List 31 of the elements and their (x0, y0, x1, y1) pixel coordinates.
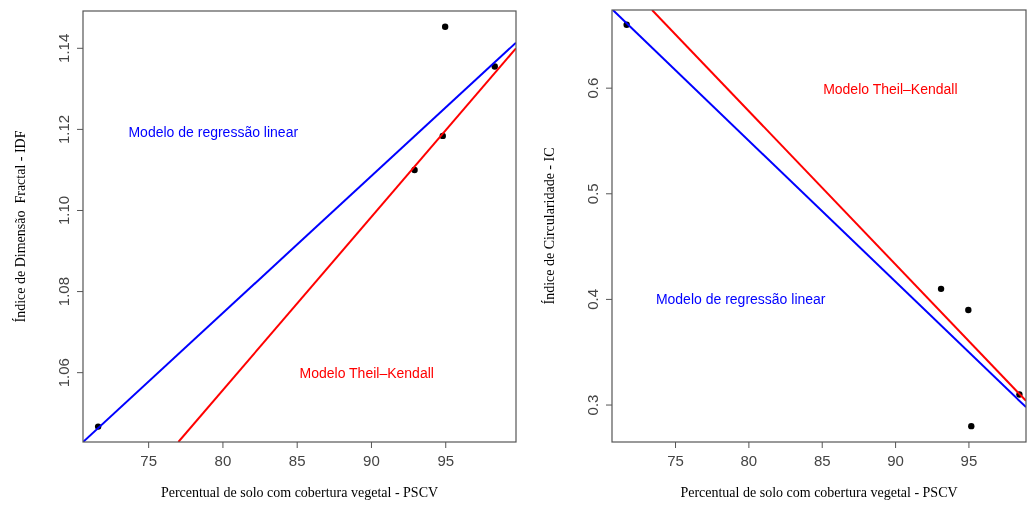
point (968, 422, 975, 430)
text: Modelo Theil–Kendall (299, 364, 434, 381)
y-tick-label: 0.4 (584, 288, 601, 310)
y-axis-title: Índice de Dimensão Fractal - IDF (12, 130, 28, 323)
point (965, 306, 972, 314)
point (441, 23, 449, 31)
x-tick-label: 75 (667, 452, 684, 469)
y-tick-label: 1.14 (55, 33, 72, 63)
x-tick-label: 95 (960, 452, 978, 469)
y-tick-label: 0.5 (584, 183, 601, 205)
x-tick-label: 85 (288, 452, 306, 469)
point (937, 285, 945, 293)
x-tick-label: 80 (740, 452, 758, 469)
x-axis-title: Percentual de solo com cobertura vegetal - PSCV (680, 485, 958, 500)
y-tick-label: 1.08 (55, 276, 72, 307)
x-tick-label: 95 (437, 452, 455, 469)
x-tick-label: 80 (214, 452, 232, 469)
y-tick-label: 0.3 (584, 394, 601, 416)
text: Modelo de regressão linear (655, 291, 826, 308)
y-axis-title: Índice de Circularidade - IC (541, 147, 557, 305)
text: Modelo de regressão linear (128, 123, 299, 140)
y-tick-label: 1.06 (55, 358, 72, 388)
x-tick-label: 90 (887, 452, 904, 469)
x-tick-label: 85 (813, 452, 831, 469)
y-tick-label: 1.12 (55, 114, 72, 144)
x-tick-label: 90 (363, 452, 380, 469)
y-tick-label: 0.6 (584, 77, 601, 99)
x-axis-title: Percentual de solo com cobertura vegetal - PSCV (160, 485, 439, 500)
y-tick-label: 1.10 (55, 195, 72, 226)
text: Modelo Theil–Kendall (823, 81, 958, 98)
x-tick-label: 75 (140, 452, 157, 469)
